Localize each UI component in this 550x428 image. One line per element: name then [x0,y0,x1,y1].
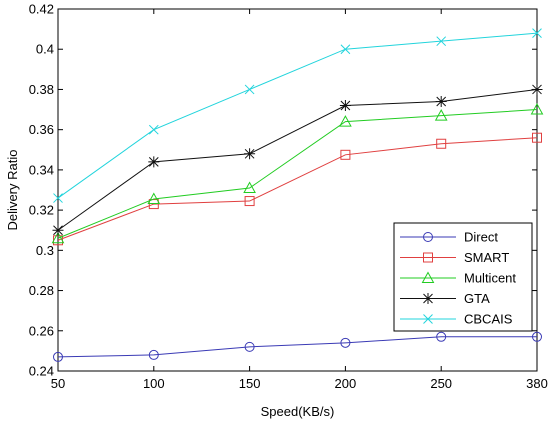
y-tick-label: 0.32 [29,203,54,218]
circle-marker [148,349,159,360]
x-tick-label: 250 [430,376,452,391]
series-cbcais [53,28,542,203]
series-line [57,88,538,231]
triangle-marker [434,109,448,121]
axis-ticks: 50 100 150 200 250 380 0.24 0.26 0.28 0.3 0.32 0.34… [29,2,548,392]
square-marker [340,149,351,160]
series-line [57,32,538,199]
triangle-marker [147,192,161,205]
square-marker [423,252,433,263]
triangle-marker [421,271,435,283]
legend-label: Direct [464,230,498,245]
circle-marker [423,232,433,242]
legend: Direct SMART Multicent GTA CBCAIS [393,222,533,332]
circle-marker [340,337,351,348]
square-marker [244,196,255,207]
legend-entry: GTA [400,291,490,306]
triangle-marker [243,181,256,193]
legend-label: SMART [464,250,509,265]
circle-marker [532,331,542,342]
square-marker [436,138,447,149]
x-marker [436,36,447,47]
series-multicent [51,103,544,244]
series-line [57,336,537,358]
legend-entry: SMART [400,250,509,265]
legend-label: Multicent [464,271,516,286]
x-tick-label: 150 [239,376,261,391]
x-marker [340,44,351,55]
star-marker [244,148,256,160]
star-marker [52,224,64,236]
y-tick-label: 0.36 [29,122,54,137]
triangle-marker [339,115,352,127]
circle-marker [53,351,63,362]
y-tick-label: 0.4 [36,42,54,57]
y-tick-label: 0.34 [29,162,54,177]
series-layer [51,28,544,362]
x-tick-label: 100 [143,376,165,391]
star-marker [531,83,543,95]
legend-entry: CBCAIS [400,312,513,327]
x-marker [244,84,255,95]
circle-marker [436,331,447,342]
x-tick-label: 200 [335,376,357,391]
x-tick-label: 50 [51,376,65,391]
y-tick-label: 0.24 [29,364,54,379]
star-marker [148,156,160,168]
series-line [57,137,538,241]
legend-label: CBCAIS [464,312,513,327]
legend-box [393,222,533,332]
square-marker [532,132,542,143]
star-marker [435,96,447,108]
circle-marker [244,341,255,352]
y-tick-label: 0.38 [29,82,54,97]
series-line [57,109,538,239]
x-marker [53,193,63,203]
star-marker [422,293,434,304]
y-tick-label: 0.26 [29,323,54,338]
y-tick-label: 0.28 [29,283,54,298]
series-direct [53,331,542,362]
x-marker [148,124,159,135]
x-axis-label: Speed(KB/s) [261,404,335,419]
legend-entry: Multicent [400,271,516,286]
star-marker [339,100,351,112]
triangle-marker [530,103,544,115]
triangle-marker [51,231,65,244]
legend-entry: Direct [400,230,498,245]
x-marker [532,28,542,38]
y-tick-label: 0.42 [29,2,54,17]
x-tick-label: 380 [526,376,548,391]
y-tick-label: 0.3 [36,243,54,258]
x-marker [423,314,433,324]
y-axis-label: Delivery Ratio [5,150,20,231]
legend-label: GTA [464,291,490,306]
series-gta [52,83,543,236]
